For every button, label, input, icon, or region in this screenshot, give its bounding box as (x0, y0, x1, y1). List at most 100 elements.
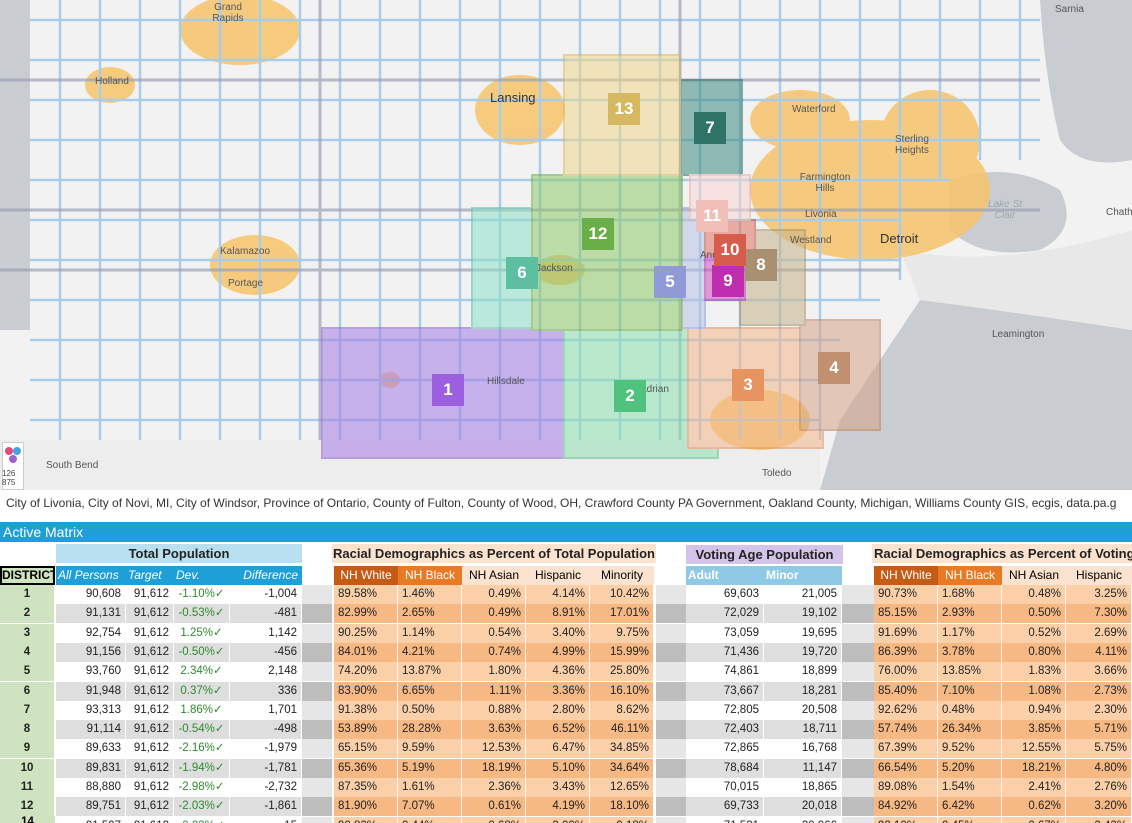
cell-adult[interactable]: 71,436 (686, 642, 764, 662)
cell-voting-hispanic[interactable]: 4.80% (1066, 758, 1132, 778)
cell-nh-black[interactable]: 9.59% (398, 739, 462, 759)
cell-target[interactable]: 91,612 (126, 797, 174, 817)
cell-hispanic[interactable]: 6.52% (526, 720, 590, 740)
column-header-nh-asian[interactable]: NH Asian (462, 566, 526, 585)
cell-all-persons[interactable]: 91,948 (56, 681, 126, 701)
cell-voting-nh-white[interactable]: 76.00% (874, 662, 938, 682)
cell-voting-nh-white[interactable]: 92.10% (874, 816, 938, 823)
cell-minor[interactable]: 19,102 (764, 604, 842, 624)
cell-minority[interactable]: 9.18% (590, 816, 654, 823)
cell-nh-black[interactable]: 6.65% (398, 681, 462, 701)
district-label[interactable]: 13 (608, 93, 640, 125)
column-header-target[interactable]: Target (126, 566, 174, 585)
cell-dev[interactable]: -0.02%✓ (174, 816, 230, 823)
district-label[interactable]: 3 (732, 369, 764, 401)
cell-nh-asian[interactable]: 0.74% (462, 642, 526, 662)
cell-nh-black[interactable]: 5.19% (398, 758, 462, 778)
cell-nh-black[interactable]: 13.87% (398, 662, 462, 682)
cell-hispanic[interactable]: 3.00% (526, 816, 590, 823)
cell-hispanic[interactable]: 4.14% (526, 585, 590, 604)
cell-voting-nh-white[interactable]: 89.08% (874, 778, 938, 797)
cell-target[interactable]: 91,612 (126, 642, 174, 662)
district-label[interactable]: 11 (696, 200, 728, 232)
cell-voting-nh-white[interactable]: 66.54% (874, 758, 938, 778)
cell-voting-hispanic[interactable]: 3.20% (1066, 797, 1132, 817)
cell-hispanic[interactable]: 4.36% (526, 662, 590, 682)
column-header-voting-hispanic[interactable]: Hispanic (1066, 566, 1132, 585)
cell-nh-white[interactable]: 83.90% (334, 681, 398, 701)
column-header-nh-white[interactable]: NH White (334, 566, 398, 585)
cell-voting-nh-white[interactable]: 90.73% (874, 585, 938, 604)
cell-voting-nh-white[interactable]: 86.39% (874, 642, 938, 662)
cell-minority[interactable]: 10.42% (590, 585, 654, 604)
cell-difference[interactable]: -498 (230, 720, 302, 740)
cell-minority[interactable]: 25.80% (590, 662, 654, 682)
cell-district[interactable]: 2 (0, 604, 55, 624)
cell-voting-hispanic[interactable]: 3.25% (1066, 585, 1132, 604)
cell-difference[interactable]: -2,732 (230, 778, 302, 797)
cell-voting-nh-black[interactable]: 1.17% (938, 623, 1002, 643)
partial-row-district[interactable]: 14 (0, 816, 55, 823)
cell-voting-hispanic[interactable]: 2.73% (1066, 681, 1132, 701)
cell-nh-black[interactable]: 28.28% (398, 720, 462, 740)
cell-voting-hispanic[interactable]: 2.30% (1066, 700, 1132, 720)
cell-minor[interactable]: 20,508 (764, 700, 842, 720)
cell-target[interactable]: 91,612 (126, 778, 174, 797)
cell-district[interactable]: 4 (0, 642, 55, 662)
cell-all-persons[interactable]: 93,313 (56, 700, 126, 720)
cell-nh-black[interactable]: 0.50% (398, 700, 462, 720)
cell-nh-asian[interactable]: 3.63% (462, 720, 526, 740)
cell-dev[interactable]: -1.10%✓ (174, 585, 230, 604)
cell-nh-white[interactable]: 84.01% (334, 642, 398, 662)
cell-nh-black[interactable]: 1.46% (398, 585, 462, 604)
cell-difference[interactable]: 2,148 (230, 662, 302, 682)
cell-dev[interactable]: -0.53%✓ (174, 604, 230, 624)
cell-difference[interactable]: 1,701 (230, 700, 302, 720)
cell-minority[interactable]: 34.64% (590, 758, 654, 778)
cell-nh-white[interactable]: 90.25% (334, 623, 398, 643)
cell-nh-black[interactable]: 1.14% (398, 623, 462, 643)
cell-dev[interactable]: -0.54%✓ (174, 720, 230, 740)
column-header-dev[interactable]: Dev. (174, 566, 230, 585)
cell-voting-nh-white[interactable]: 57.74% (874, 720, 938, 740)
cell-target[interactable]: 91,612 (126, 739, 174, 759)
cell-nh-white[interactable]: 81.90% (334, 797, 398, 817)
cell-voting-nh-asian[interactable]: 0.62% (1002, 797, 1066, 817)
district-label[interactable]: 1 (432, 374, 464, 406)
cell-adult[interactable]: 72,865 (686, 739, 764, 759)
cell-voting-nh-black[interactable]: 0.48% (938, 700, 1002, 720)
cell-adult[interactable]: 72,805 (686, 700, 764, 720)
cell-hispanic[interactable]: 3.43% (526, 778, 590, 797)
cell-voting-nh-black[interactable]: 9.52% (938, 739, 1002, 759)
cell-adult[interactable]: 72,403 (686, 720, 764, 740)
cell-difference[interactable]: -1,004 (230, 585, 302, 604)
cell-difference[interactable]: 336 (230, 681, 302, 701)
cell-target[interactable]: 91,612 (126, 700, 174, 720)
district-label[interactable]: 2 (614, 380, 646, 412)
cell-voting-nh-white[interactable]: 84.92% (874, 797, 938, 817)
column-header-voting-nh-black[interactable]: NH Black (938, 566, 1002, 585)
column-header-adult[interactable]: Adult (686, 566, 764, 585)
district-label[interactable]: 8 (745, 249, 777, 281)
cell-voting-nh-asian[interactable]: 12.55% (1002, 739, 1066, 759)
district-label[interactable]: 4 (818, 352, 850, 384)
column-header-nh-black[interactable]: NH Black (398, 566, 462, 585)
cell-difference[interactable]: 1,142 (230, 623, 302, 643)
cell-minor[interactable]: 16,768 (764, 739, 842, 759)
cell-target[interactable]: 91,612 (126, 758, 174, 778)
column-header-all-persons[interactable]: All Persons (56, 566, 126, 585)
column-header-voting-nh-white[interactable]: NH White (874, 566, 938, 585)
cell-nh-black[interactable]: 7.07% (398, 797, 462, 817)
cell-voting-hispanic[interactable]: 2.42% (1066, 816, 1132, 823)
cell-adult[interactable]: 73,059 (686, 623, 764, 643)
cell-voting-nh-white[interactable]: 67.39% (874, 739, 938, 759)
cell-difference[interactable]: -481 (230, 604, 302, 624)
cell-all-persons[interactable]: 88,880 (56, 778, 126, 797)
cell-nh-white[interactable]: 74.20% (334, 662, 398, 682)
cell-minority[interactable]: 9.75% (590, 623, 654, 643)
cell-target[interactable]: 91,612 (126, 662, 174, 682)
cell-voting-nh-asian[interactable]: 2.41% (1002, 778, 1066, 797)
district-label[interactable]: 9 (712, 265, 744, 297)
column-header-district[interactable]: DISTRICT (0, 566, 55, 585)
cell-nh-asian[interactable]: 0.54% (462, 623, 526, 643)
